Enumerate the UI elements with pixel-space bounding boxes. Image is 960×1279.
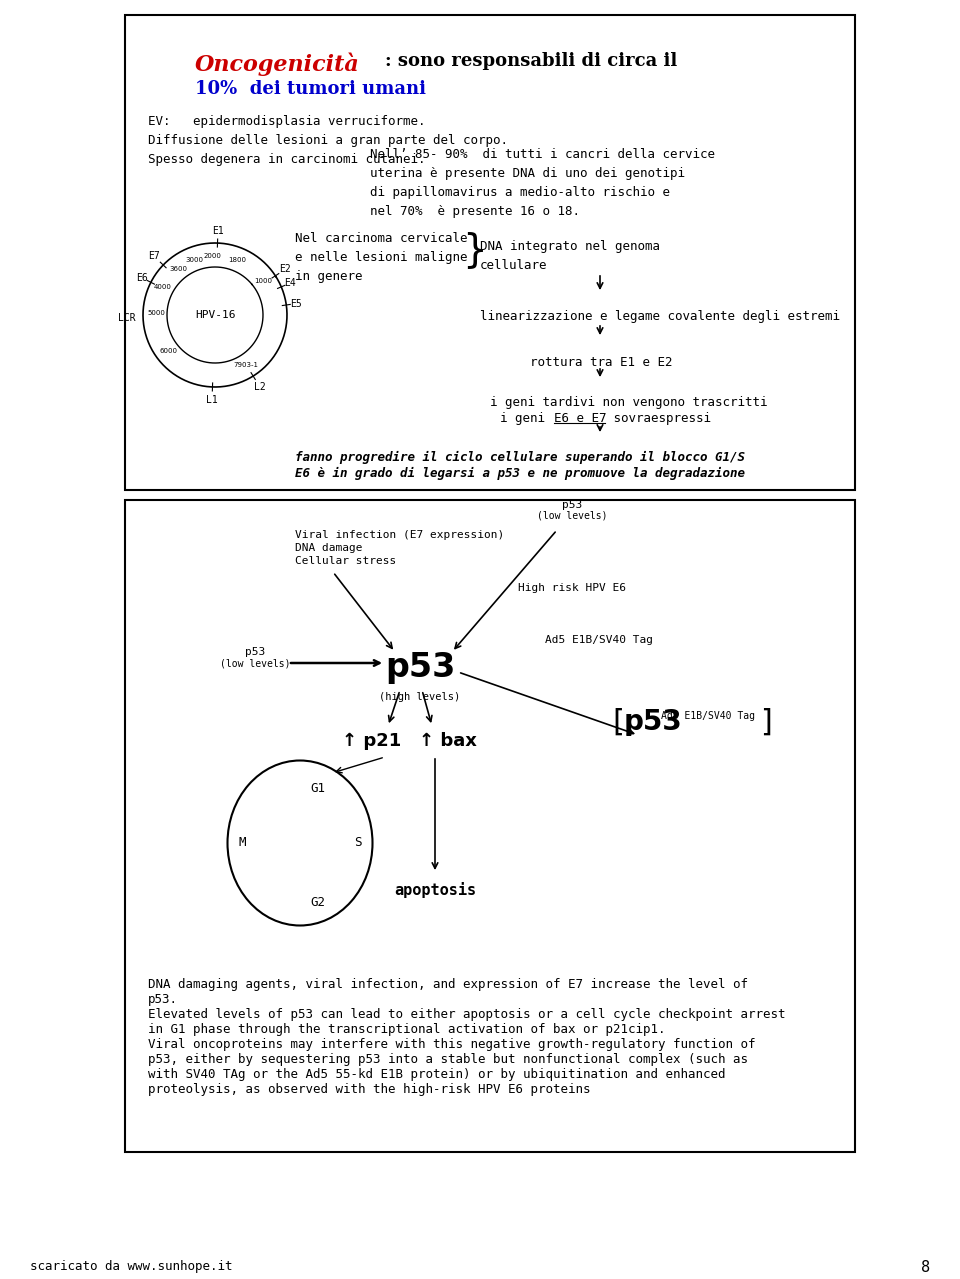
Text: i geni tardivi non vengono trascritti: i geni tardivi non vengono trascritti: [490, 396, 767, 409]
Text: High risk HPV E6: High risk HPV E6: [518, 583, 626, 593]
Text: 3600: 3600: [170, 266, 187, 271]
Text: E4: E4: [284, 278, 297, 288]
Text: p53, either by sequestering p53 into a stable but nonfunctional complex (such as: p53, either by sequestering p53 into a s…: [148, 1053, 748, 1065]
Text: linearizzazione e legame covalente degli estremi: linearizzazione e legame covalente degli…: [480, 310, 840, 324]
Text: with SV40 TAg or the Ad5 55-kd E1B protein) or by ubiquitination and enhanced: with SV40 TAg or the Ad5 55-kd E1B prote…: [148, 1068, 726, 1081]
Text: ↑ p21: ↑ p21: [343, 732, 401, 749]
Text: 6000: 6000: [159, 348, 178, 354]
Text: fanno progredire il ciclo cellulare superando il blocco G1/S: fanno progredire il ciclo cellulare supe…: [295, 451, 745, 464]
Bar: [125, 15, 855, 490]
Text: Ad5 E1B/SV40 Tag: Ad5 E1B/SV40 Tag: [545, 634, 653, 645]
Text: 3000: 3000: [186, 257, 204, 262]
Text: (low levels): (low levels): [537, 510, 608, 521]
Text: E6 e E7: E6 e E7: [554, 412, 607, 425]
Text: E6 è in grado di legarsi a p53 e ne promuove la degradazione: E6 è in grado di legarsi a p53 e ne prom…: [295, 467, 745, 480]
Text: S: S: [354, 836, 362, 849]
Text: G2: G2: [310, 897, 325, 909]
Text: p53: p53: [624, 709, 683, 735]
Text: }: }: [462, 231, 487, 269]
Text: DNA integrato nel genoma
cellulare: DNA integrato nel genoma cellulare: [480, 240, 660, 272]
Text: Viral infection (E7 expression): Viral infection (E7 expression): [295, 530, 504, 540]
Text: E5: E5: [290, 298, 302, 308]
Text: ]: ]: [760, 707, 772, 737]
Text: 5000: 5000: [147, 310, 165, 316]
Text: 1800: 1800: [228, 257, 246, 263]
Text: 8: 8: [921, 1260, 930, 1275]
Text: p53: p53: [385, 651, 455, 684]
Text: HPV-16: HPV-16: [195, 310, 235, 320]
Text: L2: L2: [254, 382, 266, 393]
Text: G1: G1: [310, 781, 325, 794]
Text: Elevated levels of p53 can lead to either apoptosis or a cell cycle checkpoint a: Elevated levels of p53 can lead to eithe…: [148, 1008, 785, 1021]
Text: in G1 phase through the transcriptional activation of bax or p21cip1.: in G1 phase through the transcriptional …: [148, 1023, 665, 1036]
Text: ↑ bax: ↑ bax: [420, 732, 477, 749]
Text: Nel carcinoma cervicale
e nelle lesioni maligne
in genere: Nel carcinoma cervicale e nelle lesioni …: [295, 231, 468, 283]
Text: apoptosis: apoptosis: [394, 883, 476, 898]
Text: E7: E7: [148, 251, 159, 261]
Text: E1: E1: [212, 226, 224, 237]
Text: E6: E6: [136, 272, 148, 283]
Text: proteolysis, as observed with the high-risk HPV E6 proteins: proteolysis, as observed with the high-r…: [148, 1083, 590, 1096]
Text: Cellular stress: Cellular stress: [295, 556, 396, 567]
Text: 4000: 4000: [154, 284, 172, 290]
Text: [: [: [612, 707, 624, 737]
Text: L1: L1: [206, 395, 218, 405]
Text: rottura tra E1 e E2: rottura tra E1 e E2: [530, 356, 673, 370]
Text: scaricato da www.sunhope.it: scaricato da www.sunhope.it: [30, 1260, 232, 1273]
Text: (low levels): (low levels): [220, 657, 290, 668]
Text: DNA damage: DNA damage: [295, 544, 363, 553]
Text: EV:   epidermodisplasia verruciforme.
Diffusione delle lesioni a gran parte del : EV: epidermodisplasia verruciforme. Diff…: [148, 115, 508, 166]
Text: M: M: [238, 836, 246, 849]
Text: i geni: i geni: [500, 412, 553, 425]
Text: Oncogenicità: Oncogenicità: [195, 52, 360, 75]
Text: E2: E2: [279, 265, 291, 274]
Text: sovraespressi: sovraespressi: [606, 412, 711, 425]
Bar: [125, 500, 855, 1152]
Text: 10%  dei tumori umani: 10% dei tumori umani: [195, 81, 426, 98]
Text: 2000: 2000: [204, 253, 222, 260]
Text: 1000: 1000: [254, 278, 273, 284]
Text: p53: p53: [245, 647, 265, 657]
Text: (high levels): (high levels): [379, 692, 461, 702]
Text: Nell’ 85- 90%  di tutti i cancri della cervice
uterina è presente DNA di uno dei: Nell’ 85- 90% di tutti i cancri della ce…: [370, 148, 715, 217]
Text: 7903-1: 7903-1: [234, 362, 259, 368]
Text: LCR: LCR: [118, 313, 136, 324]
Text: DNA damaging agents, viral infection, and expression of E7 increase the level of: DNA damaging agents, viral infection, an…: [148, 978, 748, 991]
Text: Viral oncoproteins may interfere with this negative growth-regulatory function o: Viral oncoproteins may interfere with th…: [148, 1039, 756, 1051]
Text: Ad5 E1B/SV40 Tag: Ad5 E1B/SV40 Tag: [661, 711, 755, 721]
Text: : sono responsabili di circa il: : sono responsabili di circa il: [385, 52, 677, 70]
Text: p53.: p53.: [148, 993, 178, 1007]
Text: p53: p53: [562, 500, 582, 510]
